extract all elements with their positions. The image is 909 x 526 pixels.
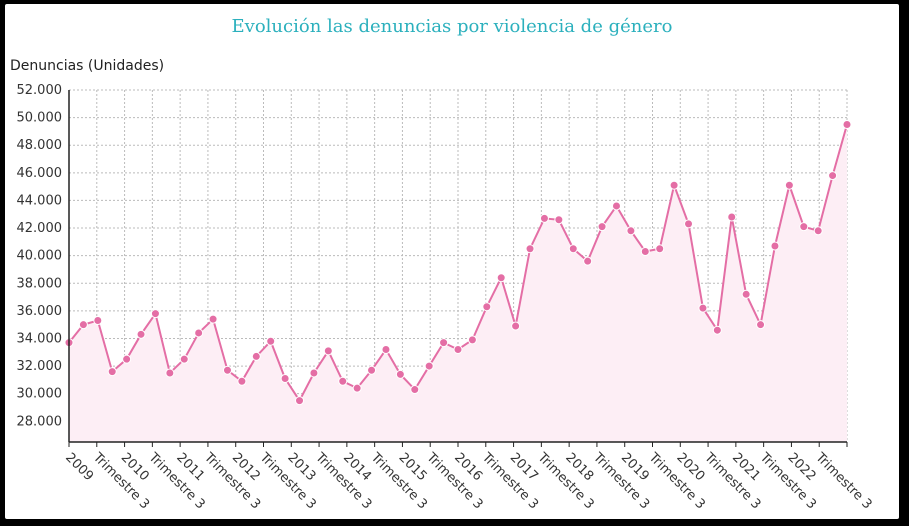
data-point[interactable]	[698, 303, 708, 313]
data-point[interactable]	[237, 376, 247, 386]
data-point[interactable]	[439, 338, 449, 348]
y-tick-label: 32.000	[17, 359, 63, 374]
data-point[interactable]	[496, 273, 506, 283]
chart-title: Evolución las denuncias por violencia de…	[231, 16, 673, 37]
data-point[interactable]	[352, 383, 362, 393]
data-point[interactable]	[539, 213, 549, 223]
data-point[interactable]	[78, 320, 88, 330]
data-point[interactable]	[280, 374, 290, 384]
data-point[interactable]	[122, 354, 132, 364]
data-point[interactable]	[655, 244, 665, 254]
y-tick-label: 36.000	[17, 304, 63, 319]
data-point[interactable]	[367, 365, 377, 375]
series-area	[69, 124, 847, 443]
data-point[interactable]	[107, 367, 117, 377]
data-point[interactable]	[583, 256, 593, 266]
x-tick-label: Trimestre 3	[812, 450, 875, 513]
y-tick-label: 40.000	[17, 249, 63, 264]
data-point[interactable]	[669, 180, 679, 190]
data-point[interactable]	[741, 289, 751, 299]
y-tick-label: 34.000	[17, 331, 63, 346]
data-point[interactable]	[251, 351, 261, 361]
y-tick-label: 42.000	[17, 221, 63, 236]
y-axis-label: Denuncias (Unidades)	[10, 58, 165, 74]
data-point[interactable]	[453, 345, 463, 355]
data-point[interactable]	[482, 302, 492, 312]
data-point[interactable]	[150, 309, 160, 319]
y-tick-label: 30.000	[17, 387, 63, 402]
data-point[interactable]	[756, 320, 766, 330]
data-point[interactable]	[323, 346, 333, 356]
data-point[interactable]	[525, 244, 535, 254]
data-point[interactable]	[511, 321, 521, 331]
data-point[interactable]	[395, 369, 405, 379]
data-point[interactable]	[770, 241, 780, 251]
data-point[interactable]	[626, 226, 636, 236]
data-point[interactable]	[381, 345, 391, 355]
data-point[interactable]	[93, 316, 103, 326]
data-point[interactable]	[467, 335, 477, 345]
data-point[interactable]	[410, 385, 420, 395]
data-point[interactable]	[727, 212, 737, 222]
y-tick-label: 38.000	[17, 276, 63, 291]
data-point[interactable]	[640, 247, 650, 257]
y-tick-label: 44.000	[17, 193, 63, 208]
chart-plot: 28.000 30.000 32.000 34.000 36.000 38.000 40.0…	[17, 83, 875, 513]
data-point[interactable]	[712, 325, 722, 335]
x-tick-label: 2009	[62, 450, 96, 484]
data-point[interactable]	[266, 336, 276, 346]
data-point[interactable]	[568, 244, 578, 254]
data-point[interactable]	[338, 376, 348, 386]
data-point[interactable]	[554, 215, 564, 225]
chart-panel: Evolución las denuncias por violencia de…	[5, 4, 899, 519]
data-point[interactable]	[165, 368, 175, 378]
y-tick-label: 28.000	[17, 414, 63, 429]
data-point[interactable]	[784, 180, 794, 190]
y-tick-label: 48.000	[17, 138, 63, 153]
data-point[interactable]	[424, 361, 434, 371]
y-tick-label: 52.000	[17, 83, 63, 98]
y-tick-label: 46.000	[17, 166, 63, 181]
data-point[interactable]	[208, 314, 218, 324]
y-tick-label: 50.000	[17, 111, 63, 126]
data-point[interactable]	[842, 120, 852, 130]
data-point[interactable]	[179, 354, 189, 364]
data-point[interactable]	[799, 222, 809, 232]
data-point[interactable]	[194, 328, 204, 338]
data-point[interactable]	[597, 222, 607, 232]
data-point[interactable]	[295, 396, 305, 406]
data-point[interactable]	[813, 226, 823, 236]
data-point[interactable]	[309, 368, 319, 378]
data-point[interactable]	[136, 329, 146, 339]
data-point[interactable]	[222, 365, 232, 375]
data-point[interactable]	[611, 201, 621, 211]
data-point[interactable]	[828, 171, 838, 181]
data-point[interactable]	[684, 219, 694, 229]
